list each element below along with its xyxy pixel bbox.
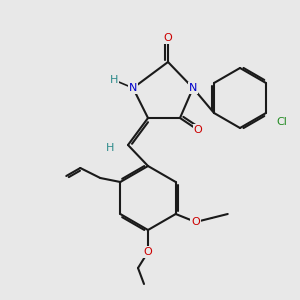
Text: H: H bbox=[110, 75, 118, 85]
Text: O: O bbox=[194, 125, 202, 135]
Text: O: O bbox=[191, 217, 200, 227]
Text: O: O bbox=[144, 247, 152, 257]
Text: H: H bbox=[106, 143, 114, 153]
Text: Cl: Cl bbox=[276, 117, 287, 127]
Text: N: N bbox=[189, 83, 197, 93]
Text: O: O bbox=[164, 33, 172, 43]
Text: N: N bbox=[129, 83, 137, 93]
